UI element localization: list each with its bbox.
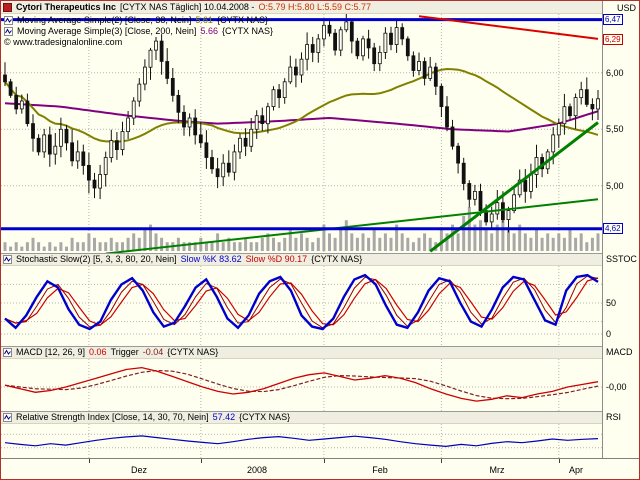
- macd-trigger-value: -0.04: [142, 347, 164, 357]
- rsi-symbol: {CYTX NAS}: [239, 412, 291, 422]
- app-icon: [3, 2, 12, 12]
- ma38-value: 5.61: [195, 15, 213, 25]
- macd-panel: [1, 359, 602, 411]
- ma200-symbol: {CYTX NAS}: [221, 26, 273, 36]
- xaxis-label: Dez: [130, 465, 148, 475]
- xaxis-tick: [201, 459, 202, 463]
- ma200-label: Moving Average Simple(3) [Close, 200, Ne…: [17, 26, 197, 36]
- xaxis-tick: [559, 459, 560, 463]
- xaxis-tick: [441, 459, 442, 463]
- price-axis[interactable]: USD 6,00 5,50 5,00 SSTOC 50 0 MACD -0,00…: [602, 1, 639, 458]
- xaxis-label: Apr: [568, 465, 584, 475]
- ohlc-values: O:5.79 H:5.80 L:5.59 C:5.77: [258, 1, 372, 12]
- instrument-context: [CYTX NAS Täglich] 10.04.2008 -: [120, 1, 255, 12]
- rsi-value: 57.42: [212, 412, 236, 422]
- ma38-legend-row[interactable]: Moving Average Simple(2) [Close, 38, Nei…: [4, 15, 273, 26]
- indicator-icon: [4, 27, 13, 36]
- macd-axis-label: MACD: [606, 347, 633, 357]
- xaxis-label: Feb: [372, 465, 388, 475]
- stochastic-tick-50: 50: [606, 298, 617, 308]
- price-tick-5: 5,00: [606, 181, 624, 191]
- xaxis-label: 2008: [246, 465, 268, 475]
- rsi-panel: [1, 424, 602, 458]
- macd-name: MACD [12, 26, 9]: [16, 347, 86, 357]
- price-flag[interactable]: 6,47: [603, 14, 623, 25]
- instrument-title: Cytori Therapeutics Inc: [16, 1, 117, 12]
- price-panel: Moving Average Simple(2) [Close, 38, Nei…: [1, 14, 602, 253]
- macd-trigger-label: Trigger: [110, 347, 139, 357]
- macd-header[interactable]: MACD [12, 26, 9] 0.06 Trigger -0.04 {CYT…: [1, 346, 602, 359]
- rsi-chart-canvas[interactable]: [1, 424, 602, 458]
- indicator-legend: Moving Average Simple(2) [Close, 38, Nei…: [4, 15, 273, 48]
- copyright-row: © www.tradesignalonline.com: [4, 37, 273, 48]
- xaxis-label: Mrz: [489, 465, 505, 475]
- stochastic-axis-label: SSTOC: [606, 254, 637, 264]
- xaxis-tick: [89, 459, 90, 463]
- stochastic-d-value: Slow %D 90.17: [245, 254, 308, 264]
- macd-chart-canvas[interactable]: [1, 359, 602, 411]
- ma38-label: Moving Average Simple(2) [Close, 38, Nei…: [17, 15, 192, 25]
- ma200-legend-row[interactable]: Moving Average Simple(3) [Close, 200, Ne…: [4, 26, 273, 37]
- stochastic-panel: [1, 266, 602, 346]
- xaxis-tick: [324, 459, 325, 463]
- stochastic-name: Stochastic Slow(2) [5, 3, 3, 80, 20, Nei…: [16, 254, 177, 264]
- indicator-icon: [3, 348, 12, 357]
- price-flag[interactable]: 6,29: [603, 34, 623, 45]
- copyright: © www.tradesignalonline.com: [4, 37, 123, 47]
- ma38-symbol: {CYTX NAS}: [216, 15, 268, 25]
- rsi-axis-label: RSI: [606, 412, 622, 422]
- rsi-name: Relative Strength Index [Close, 14, 30, …: [16, 412, 209, 422]
- indicator-icon: [3, 255, 12, 264]
- price-tick-55: 5,50: [606, 124, 624, 134]
- price-tick-6: 6,00: [606, 68, 624, 78]
- time-axis[interactable]: Dez 2008 Feb Mrz Apr: [1, 458, 639, 479]
- chart-content: Cytori Therapeutics Inc [CYTX NAS Täglic…: [1, 1, 639, 458]
- price-chart-canvas[interactable]: [1, 14, 602, 253]
- rsi-header[interactable]: Relative Strength Index [Close, 14, 30, …: [1, 411, 602, 424]
- price-flag[interactable]: 4,62: [603, 223, 623, 234]
- macd-value: 0.06: [89, 347, 107, 357]
- macd-symbol: {CYTX NAS}: [167, 347, 219, 357]
- stochastic-tick-0: 0: [606, 329, 612, 339]
- ma200-value: 5.66: [200, 26, 218, 36]
- stochastic-k-value: Slow %K 83.62: [180, 254, 242, 264]
- indicator-icon: [4, 16, 13, 25]
- currency-label: USD: [616, 3, 636, 13]
- indicator-icon: [3, 413, 12, 422]
- stochastic-chart-canvas[interactable]: [1, 266, 602, 346]
- macd-tick-0: -0,00: [606, 382, 627, 392]
- stochastic-symbol: {CYTX NAS}: [311, 254, 363, 264]
- panels-column: Cytori Therapeutics Inc [CYTX NAS Täglic…: [1, 1, 602, 458]
- main-chart-header[interactable]: Cytori Therapeutics Inc [CYTX NAS Täglic…: [1, 1, 602, 14]
- stochastic-header[interactable]: Stochastic Slow(2) [5, 3, 3, 80, 20, Nei…: [1, 253, 602, 266]
